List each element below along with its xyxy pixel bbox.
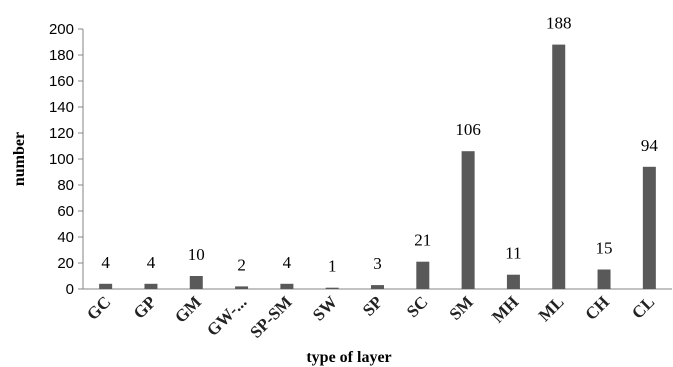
y-tick-label: 140 xyxy=(49,99,74,116)
bar-sp xyxy=(371,285,384,289)
x-tick-label: SM xyxy=(445,292,476,323)
bar-sm xyxy=(461,151,475,289)
x-tick-label: GP xyxy=(130,292,160,322)
bar-sc xyxy=(416,261,430,289)
y-tick-label: 200 xyxy=(49,21,74,38)
y-tick-label: 40 xyxy=(57,229,74,246)
data-label: 1 xyxy=(328,257,337,276)
x-tick-label: GW-... xyxy=(203,292,250,339)
y-tick-label: 80 xyxy=(57,177,74,194)
data-label: 4 xyxy=(101,253,110,272)
x-tick-label: SC xyxy=(403,292,432,321)
x-tick-label: CL xyxy=(628,292,658,322)
y-tick-label: 160 xyxy=(49,73,74,90)
y-tick-label: 120 xyxy=(49,125,74,142)
data-label: 10 xyxy=(188,245,205,264)
bar-gp xyxy=(144,283,158,289)
data-label: 4 xyxy=(283,253,292,272)
data-label: 188 xyxy=(546,14,572,33)
data-label: 11 xyxy=(505,244,521,263)
x-tick-label: GC xyxy=(83,292,114,323)
bar-ch xyxy=(597,269,611,289)
x-tick-label: SP xyxy=(359,292,386,319)
bar-sp-sm xyxy=(280,283,294,289)
x-tick-label: SW xyxy=(309,292,341,324)
bar-mh xyxy=(506,274,520,289)
y-tick-label: 100 xyxy=(49,151,74,168)
data-labels: 4 4 10 2 4 1 3 21 106 11 188 15 94 xyxy=(101,14,658,276)
y-tick-label: 60 xyxy=(57,203,74,220)
x-axis-title: type of layer xyxy=(306,349,391,366)
data-label: 94 xyxy=(641,136,659,155)
data-label: 3 xyxy=(373,254,382,273)
data-label: 21 xyxy=(414,231,431,250)
bars xyxy=(99,44,656,289)
bar-cl xyxy=(642,166,656,289)
y-tick-label: 20 xyxy=(57,255,74,272)
bar-gm xyxy=(189,276,203,289)
data-label: 15 xyxy=(596,239,613,258)
bar-gw xyxy=(235,286,249,289)
y-tick-label: 0 xyxy=(66,281,74,298)
x-tick-label: GM xyxy=(171,292,205,326)
data-label: 2 xyxy=(237,255,246,274)
bar-ml xyxy=(552,44,566,289)
y-tick-labels: 0 20 40 60 80 100 120 140 160 180 200 xyxy=(49,21,74,298)
y-tick-label: 180 xyxy=(49,47,74,64)
x-tick-label: MH xyxy=(488,292,522,326)
data-label: 106 xyxy=(455,120,481,139)
y-axis-title: number xyxy=(11,132,28,186)
data-label: 4 xyxy=(147,253,156,272)
bar-sw xyxy=(325,287,339,289)
bar-gc xyxy=(99,283,113,289)
y-axis xyxy=(78,28,84,290)
x-tick-label: CH xyxy=(581,292,612,323)
x-tick-label: ML xyxy=(535,292,568,325)
x-tick-label: SP-SM xyxy=(246,292,295,341)
